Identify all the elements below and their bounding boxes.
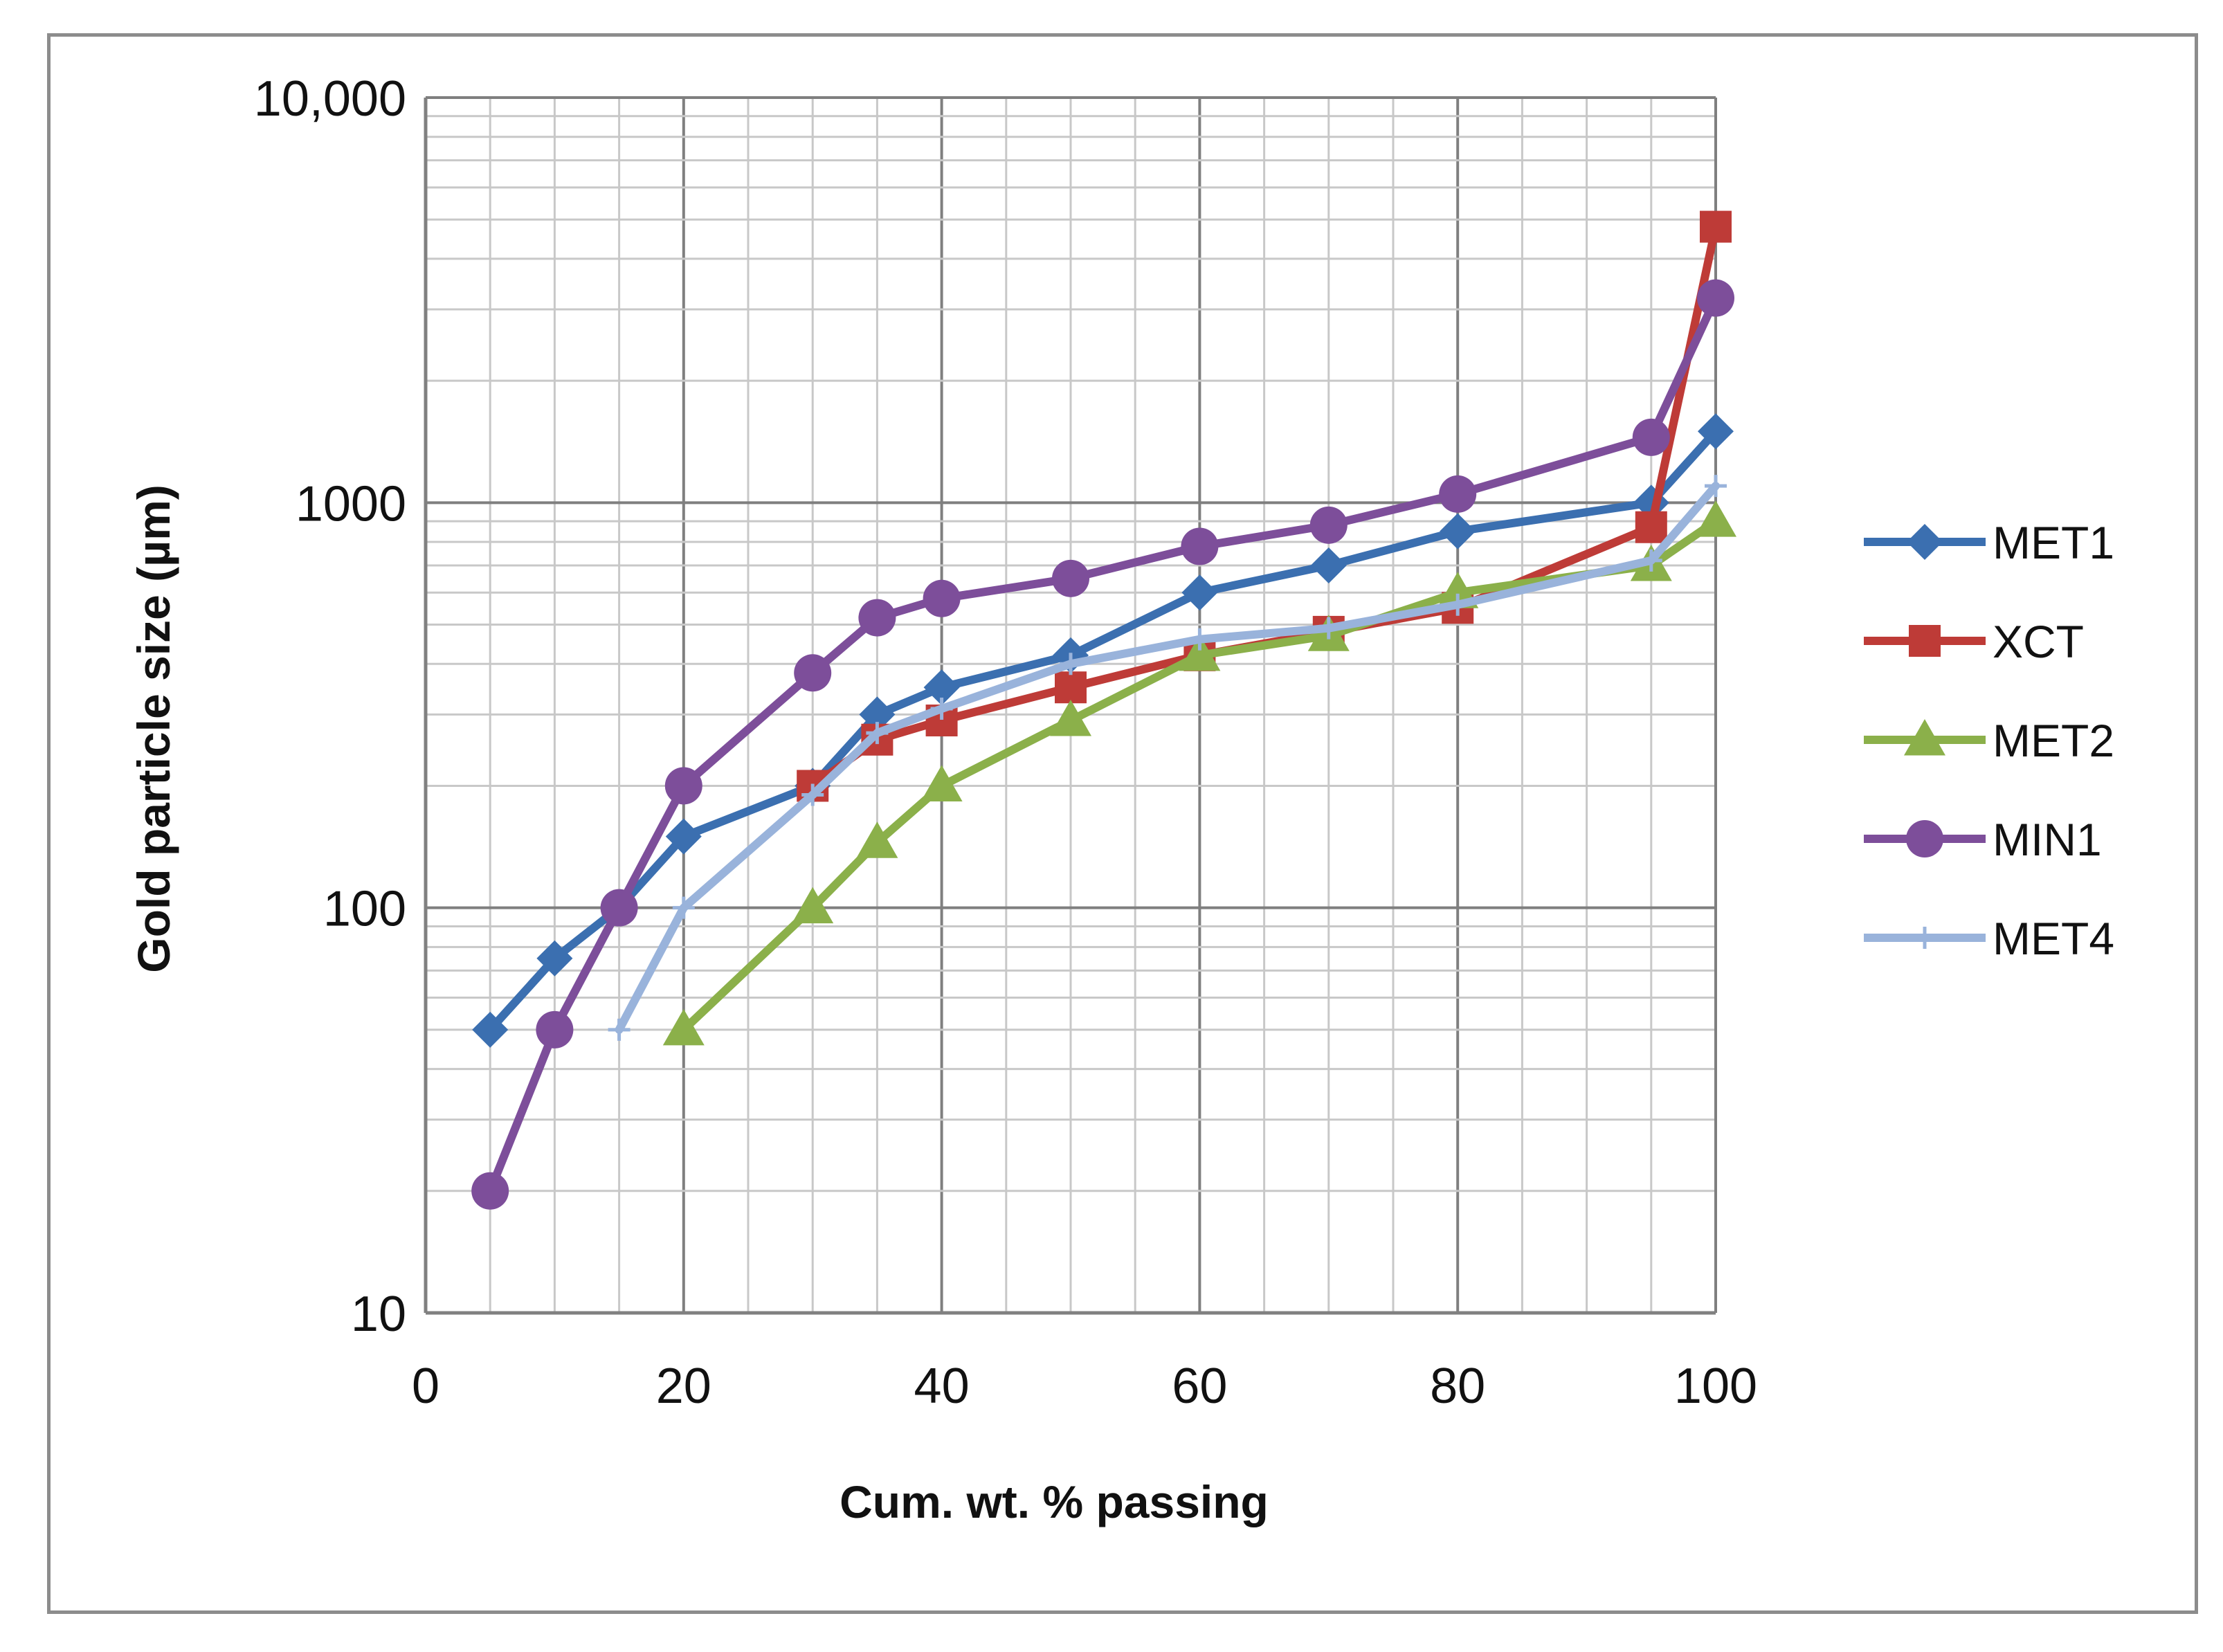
x-tick-label: 60 (1172, 1359, 1227, 1414)
x-axis-title: Cum. wt. % passing (840, 1476, 1269, 1527)
legend-marker-min1 (1906, 820, 1943, 857)
y-tick-label: 10,000 (254, 71, 406, 127)
legend-marker-met4 (1914, 927, 1936, 949)
legend-item-min1: MIN1 (1864, 814, 2102, 865)
data-point-met4 (1446, 593, 1469, 616)
y-tick-label: 100 (323, 882, 406, 937)
data-point-met2 (1050, 700, 1091, 736)
data-point-min1 (1439, 475, 1477, 513)
legend-item-xct: XCT (1864, 616, 2084, 667)
data-point-met4 (1060, 653, 1082, 675)
tick-labels: 0 20 40 60 80 100 10 100 1000 10,000 (254, 71, 1757, 1414)
legend-label-met1: MET1 (1993, 517, 2114, 568)
data-point-min1 (664, 767, 702, 805)
grid (426, 96, 1717, 1313)
x-tick-label: 80 (1430, 1359, 1485, 1414)
x-tick-label: 40 (914, 1359, 970, 1414)
data-point-met4 (930, 698, 953, 720)
axes (424, 98, 1716, 1315)
data-point-min1 (600, 889, 638, 927)
data-point-xct (1055, 671, 1087, 704)
data-point-met1 (923, 669, 960, 706)
legend-label-xct: XCT (1993, 616, 2084, 667)
data-point-met1 (1181, 574, 1218, 611)
legend-marker-met1 (1907, 524, 1943, 560)
legend-label-met2: MET2 (1993, 715, 2114, 766)
data-point-xct (1700, 210, 1732, 243)
data-point-min1 (536, 1010, 574, 1049)
data-point-met1 (472, 1011, 509, 1048)
legend-item-met2: MET2 (1864, 715, 2114, 766)
legend-label-met4: MET4 (1993, 913, 2114, 964)
data-point-met4 (801, 783, 824, 806)
legend-item-met4: MET4 (1864, 913, 2114, 964)
series-min1 (471, 279, 1734, 1210)
data-point-met1 (1440, 513, 1476, 550)
y-axis-title: Gold particle size (µm) (128, 484, 179, 973)
data-point-min1 (1697, 279, 1734, 317)
data-point-min1 (858, 599, 896, 637)
data-point-met2 (856, 822, 898, 858)
data-point-met4 (1640, 549, 1662, 572)
x-tick-label: 20 (656, 1359, 711, 1414)
legend-marker-met2 (1904, 719, 1945, 756)
data-point-met4 (672, 896, 695, 919)
legend-item-met1: MET1 (1864, 517, 2114, 568)
data-point-met1 (1698, 413, 1734, 450)
data-point-min1 (1632, 418, 1670, 456)
data-point-min1 (1181, 527, 1219, 565)
data-point-met4 (1317, 617, 1340, 639)
y-tick-label: 10 (351, 1287, 406, 1342)
legend: MET1 XCT MET2 MIN1 MET4 (1864, 517, 2114, 964)
data-point-met2 (662, 1008, 705, 1046)
data-point-met1 (1310, 547, 1347, 584)
legend-label-min1: MIN1 (1993, 814, 2102, 865)
data-point-met4 (1705, 475, 1727, 498)
data-point-met1 (859, 696, 896, 733)
data-point-min1 (923, 579, 961, 617)
series-line-min1 (486, 293, 1720, 1195)
data-point-met2 (1695, 500, 1736, 537)
x-tick-label: 0 (412, 1359, 439, 1414)
data-point-xct (1635, 511, 1667, 543)
data-point-min1 (471, 1172, 509, 1210)
chart-svg: 0 20 40 60 80 100 10 100 1000 10,000 Cum. wt. % p… (128, 71, 2114, 1527)
data-point-met2 (792, 887, 834, 924)
y-tick-label: 1000 (296, 476, 406, 532)
chart-frame: 0 20 40 60 80 100 10 100 1000 10,000 Cum. wt. % p… (47, 33, 2198, 1614)
data-point-met2 (920, 765, 963, 801)
data-point-min1 (794, 654, 832, 692)
series-layer (471, 210, 1736, 1210)
data-point-met2 (1179, 634, 1221, 671)
data-point-met4 (608, 1018, 630, 1041)
data-point-met1 (536, 940, 573, 977)
data-point-met1 (665, 818, 702, 855)
legend-marker-xct (1909, 625, 1941, 657)
data-point-min1 (1309, 506, 1348, 544)
data-point-met4 (866, 722, 889, 745)
data-point-min1 (1052, 559, 1089, 597)
data-point-met4 (1188, 628, 1211, 651)
series-met4 (608, 475, 1727, 1041)
x-tick-label: 100 (1674, 1359, 1757, 1414)
